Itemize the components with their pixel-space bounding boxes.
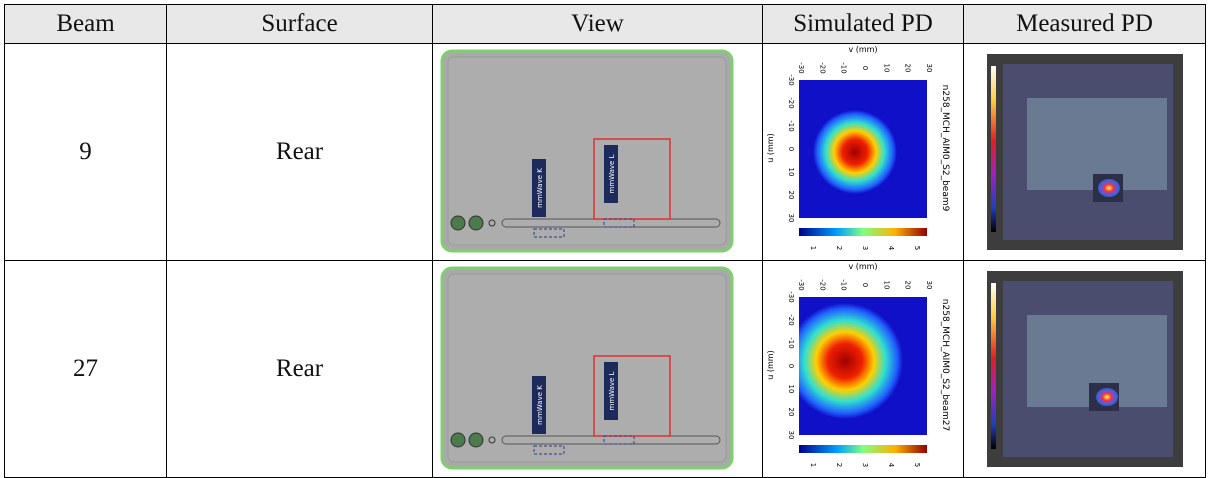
x-tick-label: -30	[797, 279, 805, 290]
device-inner	[448, 274, 726, 462]
data-row: 27 Rear mmWave K mmWave L v (mm) u (mm) …	[5, 261, 1206, 478]
x-axis-label: v (mm)	[848, 45, 877, 54]
x-axis-label: v (mm)	[848, 262, 877, 271]
y-tick-label: 20	[787, 191, 795, 200]
device-inner	[448, 57, 726, 245]
measured-colorbar	[991, 66, 996, 232]
x-tick-label: 10	[882, 64, 890, 73]
simulated-cell: v (mm) u (mm) n258_MCH_AIM0_S2_beam9 -30…	[763, 44, 964, 261]
y-tick-label: -10	[787, 337, 795, 348]
y-tick-label: 0	[787, 147, 795, 151]
beam-cell: 9	[5, 44, 167, 261]
module-label: mmWave K	[536, 385, 544, 425]
y-tick-label: 20	[787, 408, 795, 417]
view-cell: mmWave K mmWave L	[433, 261, 763, 478]
header-cell: Surface	[167, 5, 433, 44]
module-label: mmWave K	[536, 168, 544, 208]
y-tick-label: 10	[787, 385, 795, 394]
camera	[451, 433, 465, 447]
colorbar-tick-label: 5	[913, 246, 921, 250]
x-tick-label: -10	[840, 279, 848, 290]
camera	[451, 216, 465, 230]
device-view: mmWave K mmWave L	[438, 264, 758, 474]
header-cell: Beam	[5, 5, 167, 44]
simulated-plot: v (mm) u (mm) n258_MCH_AIM0_S2_beam27 -3…	[763, 261, 963, 477]
colorbar-tick-label: 5	[913, 463, 921, 467]
measured-cell	[964, 44, 1206, 261]
colorbar-tick-label: 4	[887, 463, 895, 468]
y-tick-label: -20	[787, 314, 795, 325]
x-tick-label: 20	[904, 281, 912, 290]
measured-plot	[987, 271, 1183, 467]
x-tick-label: 0	[861, 283, 869, 287]
simulated-plot: v (mm) u (mm) n258_MCH_AIM0_S2_beam9 -30…	[763, 44, 963, 260]
heatmap	[799, 297, 927, 435]
header-row: Beam Surface View Simulated PD Measured …	[5, 5, 1206, 44]
heatmap	[799, 80, 927, 218]
x-tick-label: 10	[882, 281, 890, 290]
y-tick-label: 30	[787, 214, 795, 223]
colorbar	[799, 228, 927, 236]
beam-cell: 27	[5, 261, 167, 478]
measured-plot	[987, 54, 1183, 250]
colorbar	[799, 445, 927, 453]
plot-caption: n258_MCH_AIM0_S2_beam9	[940, 85, 950, 212]
y-tick-label: 10	[787, 168, 795, 177]
table-body: 9 Rear mmWave K mmWave L v (mm) u (mm) n…	[5, 44, 1206, 478]
header-cell: Simulated PD	[763, 5, 964, 44]
surface-cell: Rear	[167, 261, 433, 478]
camera	[469, 433, 483, 447]
camera	[469, 216, 483, 230]
y-tick-label: -10	[787, 120, 795, 131]
x-tick-label: -10	[840, 62, 848, 73]
colorbar-tick-label: 4	[887, 246, 895, 251]
x-tick-label: 30	[925, 281, 933, 290]
data-row: 9 Rear mmWave K mmWave L v (mm) u (mm) n…	[5, 44, 1206, 261]
y-axis-label: u (mm)	[766, 133, 775, 162]
surface-cell: Rear	[167, 44, 433, 261]
colorbar-tick-label: 1	[809, 463, 817, 467]
plot-caption: n258_MCH_AIM0_S2_beam27	[940, 299, 950, 431]
colorbar-tick-label: 3	[861, 463, 869, 467]
colorbar-tick-label: 3	[861, 246, 869, 250]
y-tick-label: 30	[787, 431, 795, 440]
measured-cell	[964, 261, 1206, 478]
x-tick-label: -20	[818, 62, 826, 73]
x-tick-label: -20	[818, 279, 826, 290]
results-table: Beam Surface View Simulated PD Measured …	[4, 4, 1206, 478]
measured-colorbar	[991, 283, 996, 449]
y-axis-label: u (mm)	[766, 350, 775, 379]
y-tick-label: -20	[787, 97, 795, 108]
x-tick-label: 0	[861, 66, 869, 70]
colorbar-tick-label: 2	[835, 463, 843, 467]
measured-spot	[1096, 388, 1118, 406]
colorbar-tick-label: 2	[835, 246, 843, 250]
header-cell: View	[433, 5, 763, 44]
x-tick-label: -30	[797, 62, 805, 73]
module-label: mmWave L	[608, 371, 616, 410]
colorbar-tick-label: 1	[809, 246, 817, 250]
y-tick-label: -30	[787, 74, 795, 85]
header-cell: Measured PD	[964, 5, 1206, 44]
x-tick-label: 30	[925, 64, 933, 73]
device-view: mmWave K mmWave L	[438, 47, 758, 257]
view-cell: mmWave K mmWave L	[433, 44, 763, 261]
simulated-cell: v (mm) u (mm) n258_MCH_AIM0_S2_beam27 -3…	[763, 261, 964, 478]
y-tick-label: -30	[787, 291, 795, 302]
measured-spot	[1098, 179, 1120, 197]
page: Beam Surface View Simulated PD Measured …	[0, 0, 1208, 476]
module-label: mmWave L	[608, 154, 616, 193]
x-tick-label: 20	[904, 64, 912, 73]
y-tick-label: 0	[787, 364, 795, 368]
